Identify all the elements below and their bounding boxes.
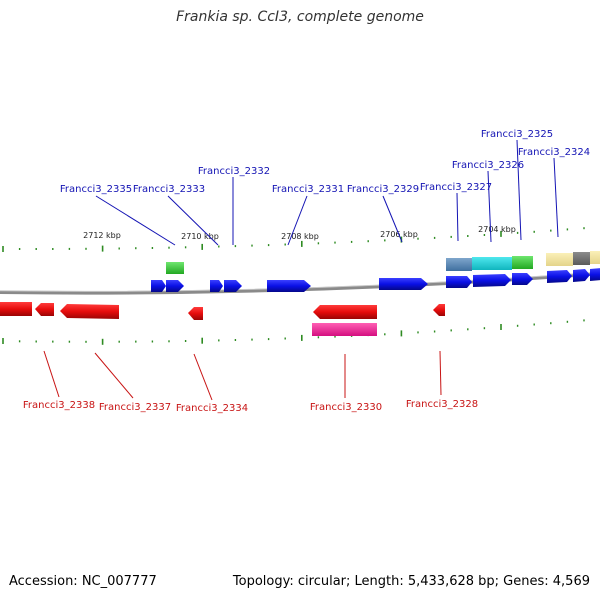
scale-ticks-top: [2, 227, 585, 252]
gene-label-francci3-2334[interactable]: Francci3_2334: [176, 403, 248, 414]
forward-gene-arrow[interactable]: [512, 273, 533, 285]
feature-block-cyan[interactable]: [472, 257, 512, 270]
gene-label-francci3-2327[interactable]: Francci3_2327: [420, 182, 492, 193]
reverse-callout-lines: [43, 350, 442, 401]
gene-label-francci3-2332[interactable]: Francci3_2332: [198, 166, 270, 177]
feature-block-steel[interactable]: [446, 258, 472, 271]
scale-ticks-bottom: [2, 319, 585, 345]
gene-label-francci3-2337[interactable]: Francci3_2337: [99, 402, 171, 413]
reverse-gene-arrow[interactable]: [313, 305, 377, 319]
forward-gene-arrow[interactable]: [573, 269, 590, 282]
accession-text: Accession: NC_007777: [9, 574, 157, 589]
reverse-gene-arrow[interactable]: [60, 304, 119, 319]
forward-gene-arrow[interactable]: [210, 280, 223, 292]
reverse-strand-genes: [0, 302, 445, 320]
gene-label-francci3-2328[interactable]: Francci3_2328: [406, 399, 478, 410]
feature-block-green-2[interactable]: [512, 256, 533, 269]
feature-block-green[interactable]: [166, 262, 184, 274]
scale-label-2704: 2704 kbp: [478, 225, 516, 234]
reverse-gene-arrow[interactable]: [188, 307, 203, 320]
forward-gene-arrow[interactable]: [446, 276, 472, 288]
gene-label-francci3-2331[interactable]: Francci3_2331: [272, 184, 344, 195]
forward-strand-genes: [151, 268, 600, 292]
gene-label-francci3-2338[interactable]: Francci3_2338: [23, 400, 95, 411]
gene-label-francci3-2326[interactable]: Francci3_2326: [452, 160, 524, 171]
reverse-gene-arrow[interactable]: [35, 303, 54, 316]
gene-label-francci3-2335[interactable]: Francci3_2335: [60, 184, 132, 195]
gene-label-francci3-2324[interactable]: Francci3_2324: [518, 147, 590, 158]
gene-label-francci3-2329[interactable]: Francci3_2329: [347, 184, 419, 195]
scale-label-2708: 2708 kbp: [281, 232, 319, 241]
genome-summary-text: Topology: circular; Length: 5,433,628 bp…: [232, 574, 590, 589]
scale-label-2712: 2712 kbp: [83, 231, 121, 240]
feature-block-yellow[interactable]: [546, 253, 573, 266]
forward-gene-arrow[interactable]: [224, 280, 242, 292]
reverse-gene-arrow[interactable]: [433, 304, 445, 316]
gene-label-francci3-2325[interactable]: Francci3_2325: [481, 129, 553, 140]
forward-gene-arrow[interactable]: [473, 274, 511, 287]
forward-callout-lines: [95, 139, 559, 246]
forward-gene-arrow[interactable]: [166, 280, 184, 292]
feature-block-yellow-2[interactable]: [590, 251, 600, 264]
forward-gene-arrow[interactable]: [267, 280, 311, 292]
forward-gene-arrow[interactable]: [379, 278, 428, 290]
feature-block-magenta[interactable]: [312, 323, 377, 336]
forward-gene-arrow[interactable]: [547, 270, 572, 283]
forward-gene-arrow[interactable]: [151, 280, 166, 292]
feature-ring: [166, 251, 600, 336]
forward-gene-arrow[interactable]: [590, 268, 600, 281]
gene-label-francci3-2333[interactable]: Francci3_2333: [133, 184, 205, 195]
feature-block-grey[interactable]: [573, 252, 590, 265]
scale-label-2710: 2710 kbp: [181, 232, 219, 241]
genome-title: Frankia sp. CcI3, complete genome: [176, 9, 424, 25]
reverse-gene-arrow[interactable]: [0, 302, 32, 316]
gene-label-francci3-2330[interactable]: Francci3_2330: [310, 402, 382, 413]
